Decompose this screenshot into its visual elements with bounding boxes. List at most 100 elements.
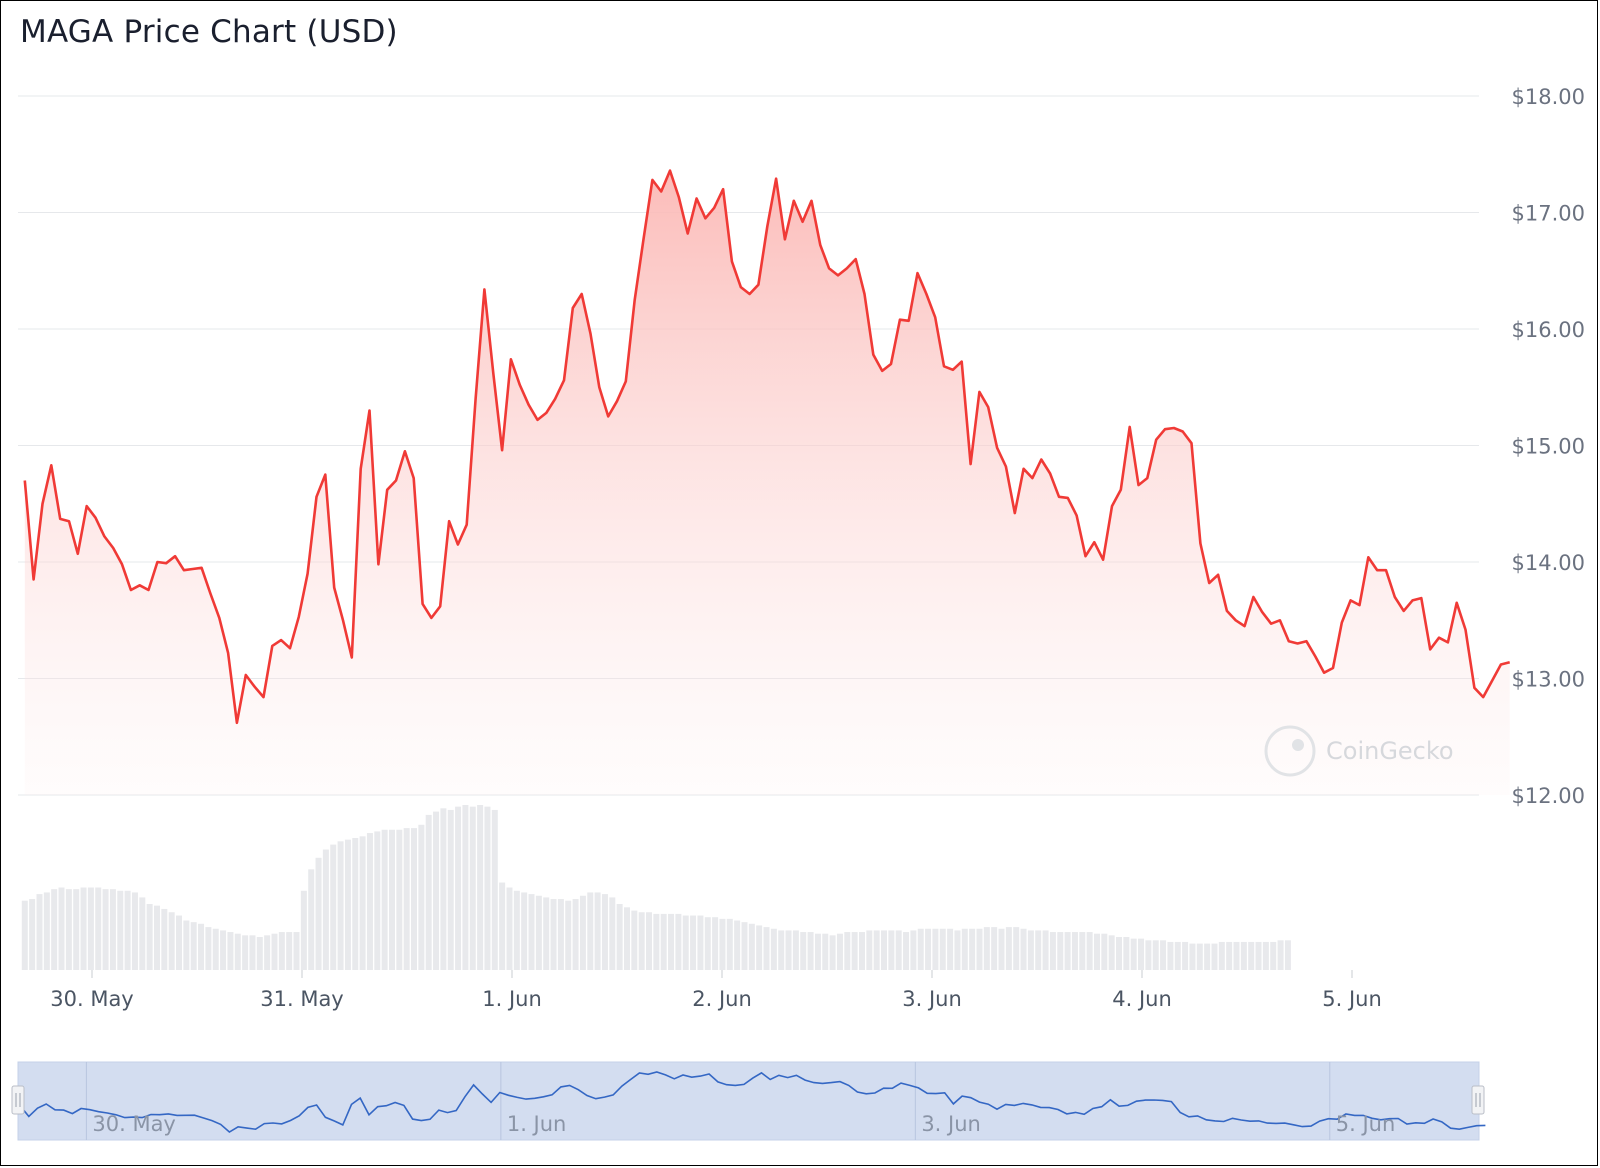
range-navigator[interactable]: 30. May 1. Jun 3. Jun 5. Jun (11, 1061, 1486, 1141)
navigator-tick-label: 30. May (92, 1112, 176, 1136)
volume-bar (352, 838, 359, 970)
volume-bar (917, 928, 924, 970)
volume-bar (719, 918, 726, 970)
volume-bar (425, 814, 432, 970)
volume-bar (925, 928, 932, 970)
volume-bar (117, 890, 124, 970)
volume-bar (264, 935, 271, 970)
volume-bar (36, 894, 43, 970)
volume-bar (1093, 933, 1100, 970)
navigator-grid (85, 1062, 1331, 1140)
volume-bar (660, 913, 667, 970)
volume-bar (1086, 932, 1093, 970)
volume-bar (21, 900, 28, 970)
volume-bar (1240, 941, 1247, 970)
volume-bar (646, 912, 653, 970)
x-axis: 30. May 31. May 1. Jun 2. Jun 3. Jun 4. Jun 5.… (50, 970, 1382, 1011)
price-area-fill (24, 170, 1510, 796)
volume-bar (499, 882, 506, 970)
volume-bar (1035, 930, 1042, 970)
volume-bar (183, 920, 190, 970)
volume-bar (1160, 940, 1167, 970)
volume-bar (653, 913, 660, 970)
volume-bar (572, 899, 579, 970)
volume-bar (198, 923, 205, 970)
volume-bar (601, 894, 608, 970)
volume-bar (484, 806, 491, 970)
volume-bar (337, 841, 344, 970)
volume-bar (95, 887, 102, 970)
volume-bar (1138, 938, 1145, 970)
volume-bar (1108, 935, 1115, 970)
navigator-right-handle[interactable] (1471, 1085, 1485, 1115)
volume-bar (1116, 937, 1123, 970)
volume-bar (1255, 941, 1262, 970)
volume-bar (315, 857, 322, 970)
volume-bar (1005, 927, 1012, 970)
x-tick-label: 5. Jun (1322, 987, 1382, 1011)
volume-bar (1027, 930, 1034, 970)
y-tick-label: $18.00 (1512, 85, 1585, 109)
x-tick-label: 2. Jun (692, 987, 752, 1011)
gecko-logo-icon (1264, 725, 1316, 777)
volume-bar (455, 806, 462, 970)
volume-bar (756, 925, 763, 970)
volume-bar (322, 849, 329, 970)
volume-bar (190, 922, 197, 970)
volume-bar (778, 930, 785, 970)
volume-bar (469, 806, 476, 970)
volume-bar (513, 890, 520, 970)
volume-bars (21, 805, 1291, 970)
volume-bar (29, 899, 36, 970)
volume-bar (1123, 937, 1130, 970)
volume-bar (205, 927, 212, 970)
volume-bar (1042, 930, 1049, 970)
volume-bar (102, 889, 109, 970)
volume-bar (690, 915, 697, 970)
volume-bar (131, 892, 138, 970)
volume-bar (903, 932, 910, 970)
volume-bar (388, 829, 395, 970)
volume-bar (881, 930, 888, 970)
volume-bar (741, 922, 748, 970)
volume-bar (344, 839, 351, 970)
volume-bar (1226, 941, 1233, 970)
volume-bar (1277, 940, 1284, 970)
volume-bar (969, 928, 976, 970)
y-axis: $12.00 $13.00 $14.00 $15.00 $16.00 $17.00 $18.… (1512, 85, 1585, 808)
volume-bar (1182, 941, 1189, 970)
volume-bar (609, 897, 616, 970)
volume-bar (976, 928, 983, 970)
drag-handle-icon[interactable] (11, 1085, 25, 1115)
volume-bar (895, 930, 902, 970)
volume-bar (829, 935, 836, 970)
y-tick-label: $15.00 (1512, 435, 1585, 459)
volume-bar (873, 930, 880, 970)
volume-bar (851, 932, 858, 970)
volume-bar (374, 831, 381, 970)
volume-bar (212, 928, 219, 970)
volume-bar (87, 887, 94, 970)
volume-bar (616, 904, 623, 970)
volume-bar (330, 844, 337, 970)
volume-bar (1167, 941, 1174, 970)
volume-bar (491, 809, 498, 970)
navigator-selection[interactable] (17, 1061, 1480, 1141)
x-tick-label: 31. May (260, 987, 344, 1011)
volume-bar (1145, 940, 1152, 970)
volume-bar (1079, 932, 1086, 970)
volume-bar (1270, 941, 1277, 970)
volume-bar (447, 809, 454, 970)
volume-bar (543, 897, 550, 970)
navigator-tick-label: 3. Jun (921, 1112, 981, 1136)
volume-bar (366, 833, 373, 970)
volume-bar (763, 927, 770, 970)
drag-handle-icon[interactable] (1471, 1085, 1485, 1115)
volume-bar (954, 930, 961, 970)
volume-bar (822, 933, 829, 970)
volume-bar (814, 933, 821, 970)
navigator-left-handle[interactable] (11, 1085, 25, 1115)
volume-bar (1211, 943, 1218, 970)
price-line[interactable] (23, 169, 1511, 725)
